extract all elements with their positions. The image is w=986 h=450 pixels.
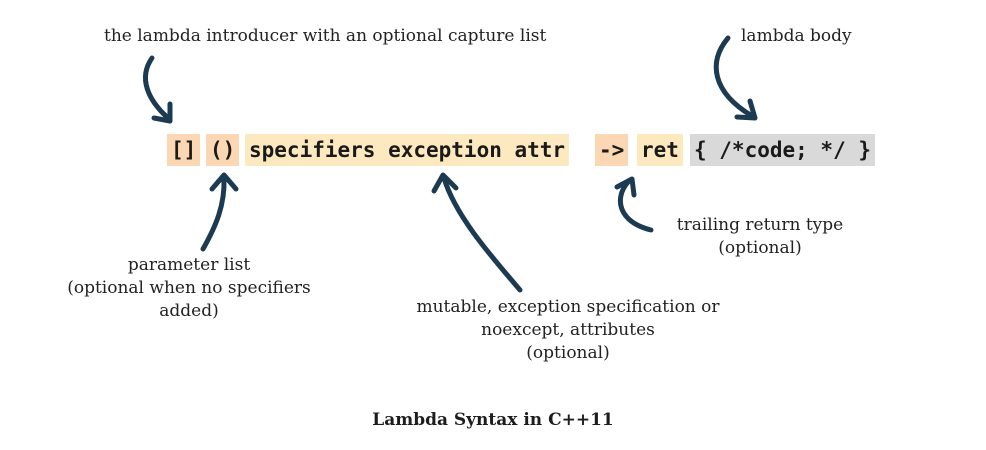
parameter-list-line-3: added) (159, 301, 219, 321)
lambda-body-annotation: lambda body (741, 26, 852, 46)
return-type-annotation: trailing return type (optional) (660, 214, 860, 260)
specifiers-token: specifiers exception attr (245, 134, 570, 166)
figure-caption: Lambda Syntax in C++11 (372, 410, 614, 430)
lambda-body-token: { /*code; */ } (690, 134, 876, 166)
return-type-line-1: trailing return type (676, 215, 844, 235)
specifiers-line-3: (optional) (526, 343, 610, 363)
arrow-token: -> (595, 134, 629, 166)
specifiers-line-2: noexcept, attributes (481, 320, 655, 340)
return-type-token: ret (637, 134, 683, 166)
lambda-body-arrow (713, 35, 755, 119)
parameter-list-line-2: (optional when no specifiers (67, 278, 311, 298)
capture-list-token: [] (167, 134, 201, 166)
introducer-arrowhead (151, 101, 173, 124)
specifiers-line-1: mutable, exception specification or (416, 297, 720, 317)
specifiers-arrow (441, 175, 523, 293)
parameter-list-token: () (206, 134, 240, 166)
parameter-list-annotation: parameter list (optional when no specifi… (54, 254, 324, 323)
parameter-list-line-1: parameter list (127, 255, 251, 275)
introducer-arrow (142, 55, 171, 121)
return-type-line-2: (optional) (718, 238, 802, 258)
parameter-list-arrow (200, 175, 227, 252)
introducer-annotation: the lambda introducer with an optional c… (104, 26, 547, 46)
return-type-arrowhead (614, 176, 637, 198)
lambda-body-arrowhead (734, 98, 758, 121)
lambda-syntax-line: [] () specifiers exception attr -> ret {… (0, 134, 986, 166)
specifiers-annotation: mutable, exception specification or noex… (398, 296, 738, 365)
parameter-list-arrowhead (209, 172, 239, 192)
specifiers-arrowhead (431, 172, 459, 194)
return-type-arrow (617, 179, 654, 233)
